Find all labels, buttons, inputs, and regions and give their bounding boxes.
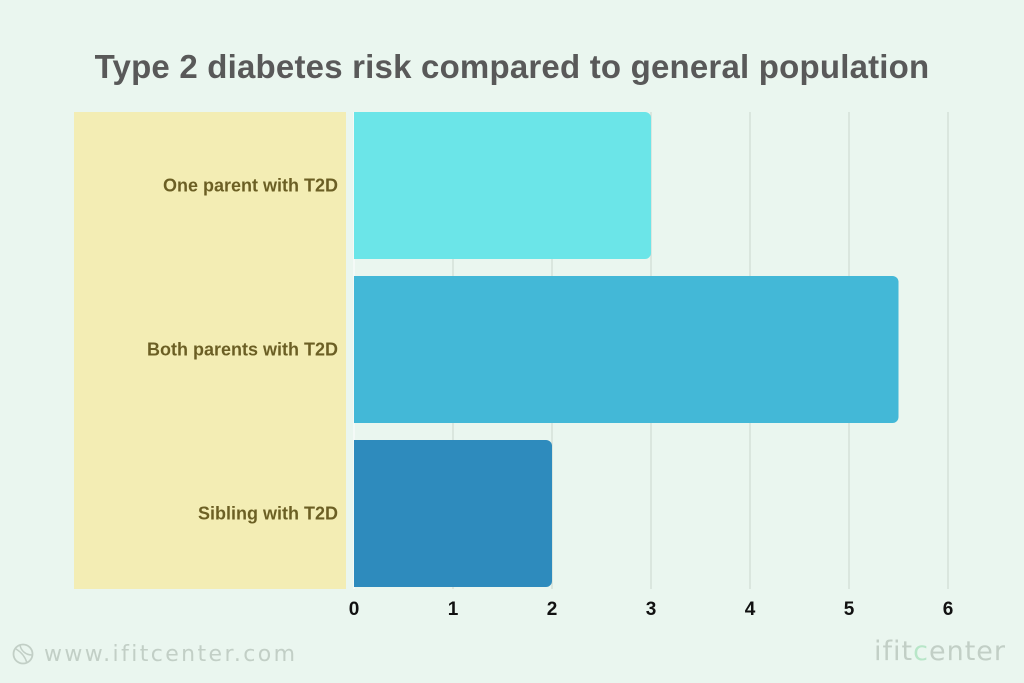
x-tick-label-5: 5 (844, 599, 855, 620)
category-label-1: Both parents with T2D (147, 340, 338, 360)
category-label-0: One parent with T2D (163, 176, 338, 196)
bar-0-edge (354, 112, 364, 259)
label-panel (74, 112, 346, 589)
x-tick-label-4: 4 (745, 599, 756, 620)
brand-prefix: ifit (874, 636, 914, 667)
x-tick-label-3: 3 (646, 599, 657, 620)
chart-title: Type 2 diabetes risk compared to general… (94, 48, 930, 85)
x-axis-ticks: 0 1 2 3 4 5 6 (349, 599, 954, 620)
category-label-2: Sibling with T2D (198, 504, 338, 524)
bar-1 (354, 276, 899, 423)
bar-2 (354, 440, 552, 587)
bar-2-edge (354, 440, 364, 587)
x-tick-label-0: 0 (349, 599, 360, 620)
brand-mid: c (913, 636, 929, 667)
x-tick-label-6: 6 (943, 599, 954, 620)
brand-logo: ifitcenter (874, 636, 1006, 667)
bars (354, 112, 899, 587)
bar-1-edge (354, 276, 364, 423)
bar-0 (354, 112, 651, 259)
brand-suffix: enter (928, 636, 1006, 667)
category-labels: One parent with T2D Both parents with T2D… (147, 176, 338, 524)
website-url: www.ifitcenter.com (44, 641, 298, 667)
x-tick-label-2: 2 (547, 599, 558, 620)
x-tick-label-1: 1 (448, 599, 459, 620)
ball-icon (12, 643, 34, 665)
footer-website[interactable]: www.ifitcenter.com (12, 640, 298, 668)
